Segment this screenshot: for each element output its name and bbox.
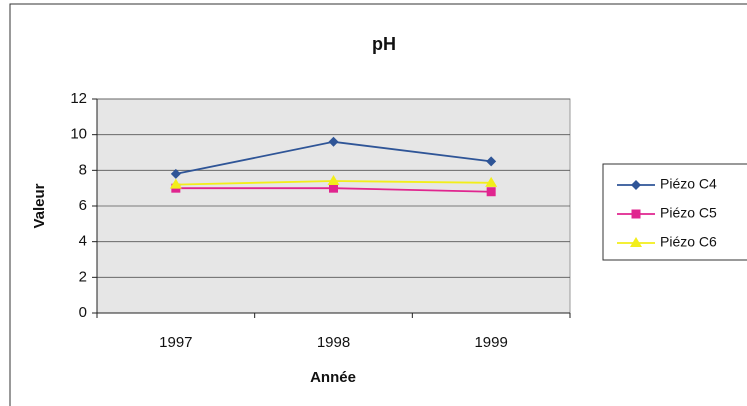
y-tick-label: 10 [70,126,87,143]
legend-marker [631,209,641,219]
x-tick-label: 1998 [317,334,350,351]
marker [486,156,497,167]
legend-label: Piézo C6 [660,234,717,250]
y-tick-label: 2 [79,268,87,285]
legend-marker [630,237,642,247]
legend-label: Piézo C5 [660,205,717,221]
x-tick-label: 1999 [474,334,507,351]
chart-title: pH [372,34,396,54]
marker [485,176,498,187]
y-axis-title: Valeur [31,183,48,228]
marker [169,178,182,189]
x-tick-label: 1997 [159,334,192,351]
y-tick-label: 6 [79,197,87,214]
y-tick-label: 4 [79,233,87,250]
marker [328,136,339,147]
legend-label: Piézo C4 [660,176,717,192]
legend-marker [631,180,641,190]
legend-box [602,163,747,261]
marker [329,183,338,193]
marker [170,168,181,179]
y-tick-label: 12 [70,90,87,107]
y-tick-label: 0 [79,304,87,321]
marker [486,187,496,197]
x-axis-title: Année [310,369,356,386]
marker [327,175,340,186]
y-tick-label: 8 [79,161,87,178]
